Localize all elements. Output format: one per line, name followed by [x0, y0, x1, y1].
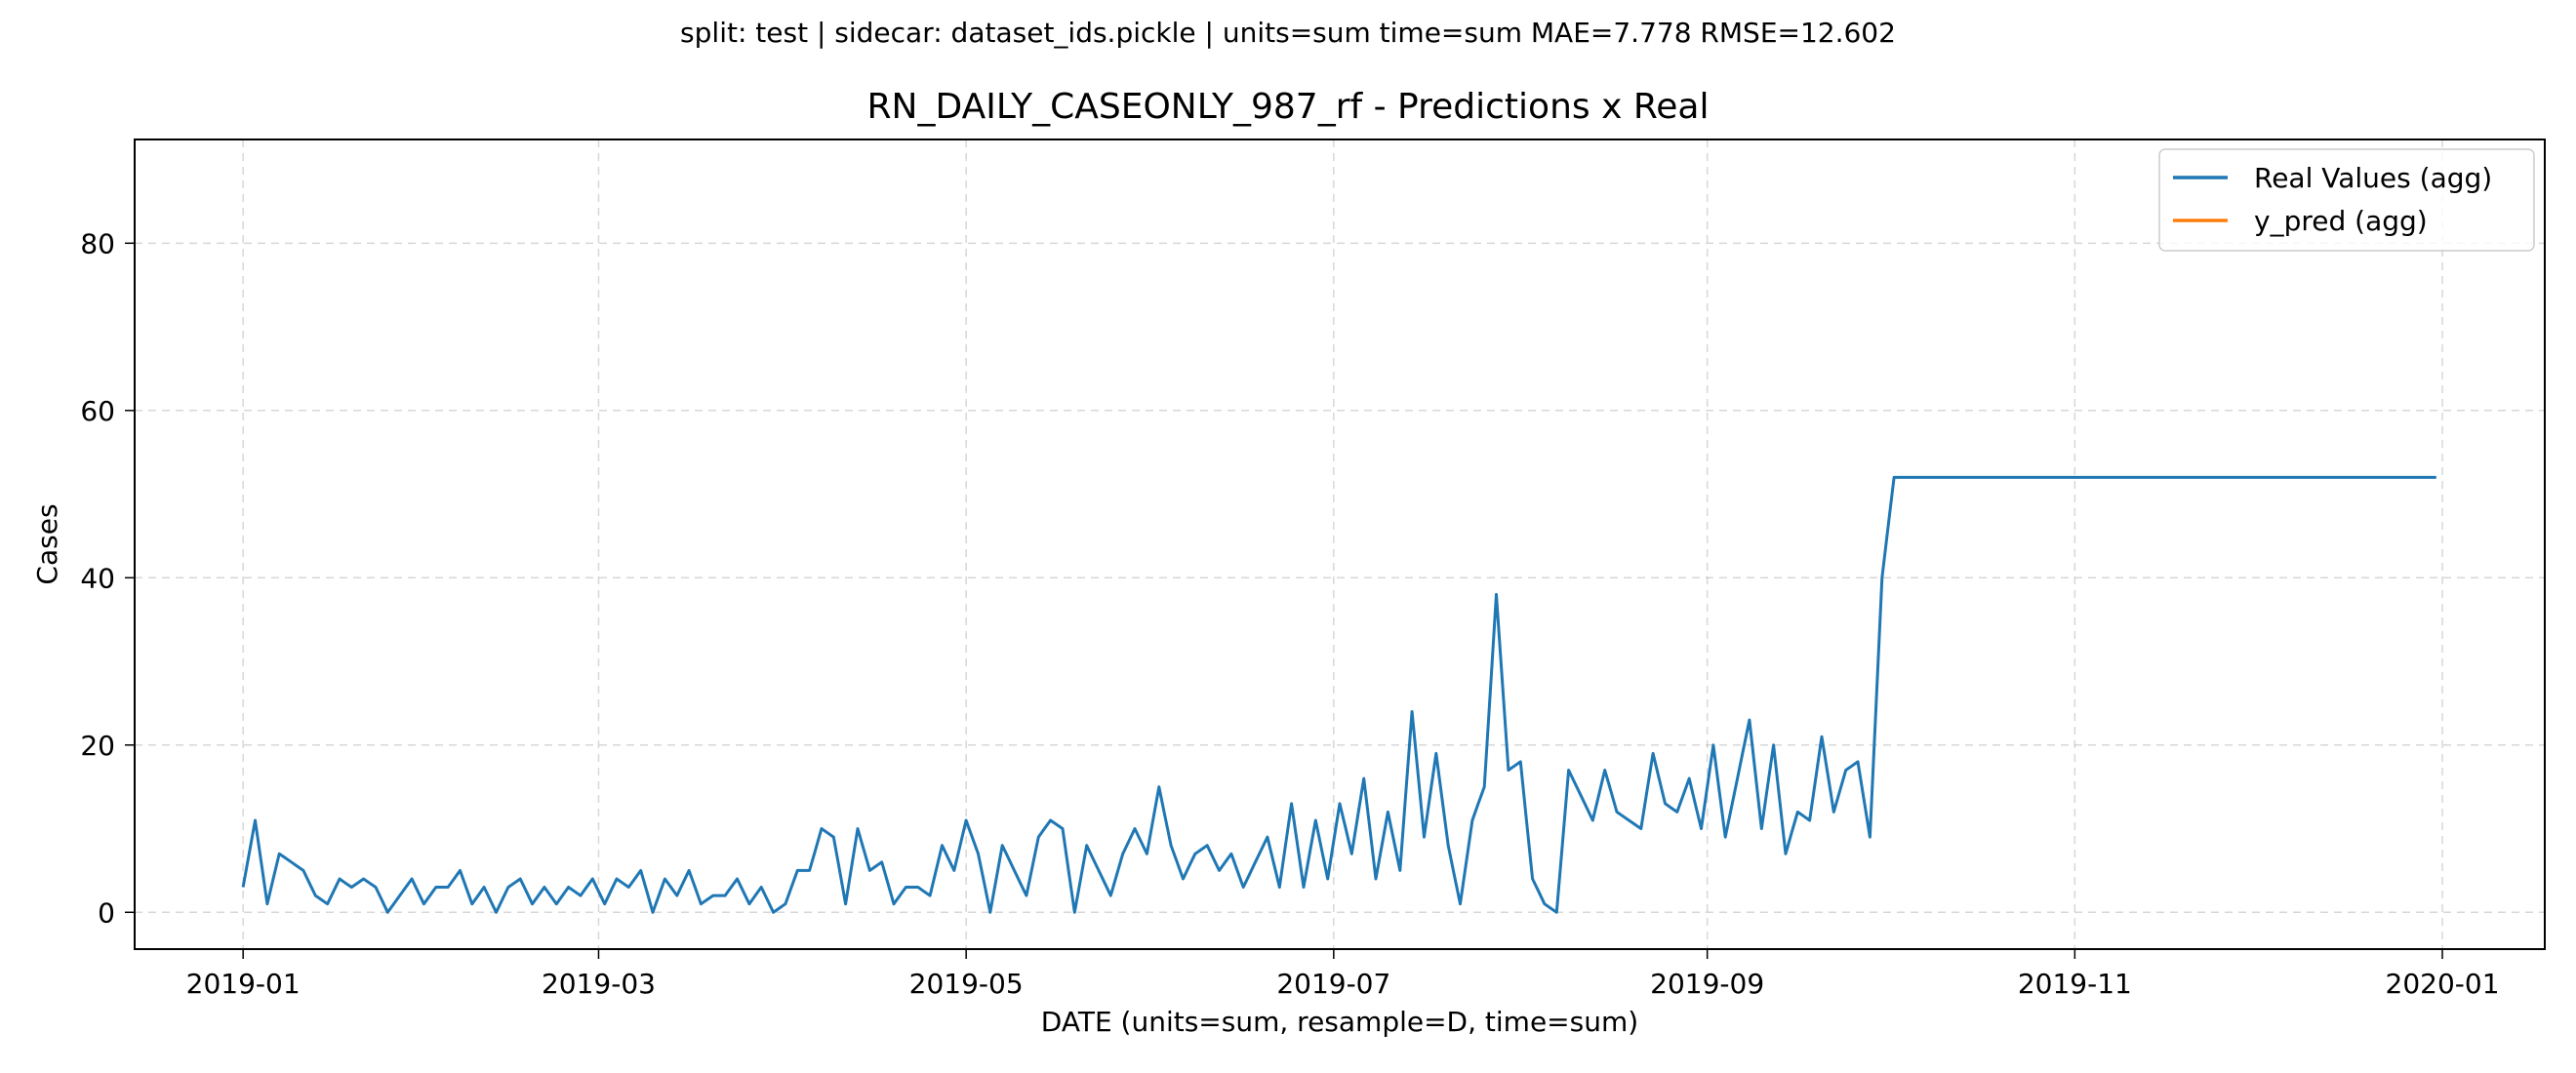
grid [135, 139, 2545, 949]
x-tick-label: 2019-11 [2018, 968, 2132, 1000]
x-axis: 2019-01 2019-03 2019-05 2019-07 2019-09 2019-… [186, 949, 2500, 1000]
series-line-0 [241, 475, 2436, 914]
x-tick-label: 2019-01 [186, 968, 301, 1000]
x-tick-label: 2019-07 [1276, 968, 1390, 1000]
x-tick-label: 2019-05 [909, 968, 1024, 1000]
legend-label-real: Real Values (agg) [2254, 162, 2492, 194]
chart-suptitle: split: test | sidecar: dataset_ids.pickl… [680, 17, 1896, 49]
y-axis-label: Cases [31, 503, 63, 584]
x-tick-label: 2019-09 [1650, 968, 1764, 1000]
x-tick-label: 2020-01 [2386, 968, 2500, 1000]
series-layer [241, 475, 2436, 914]
x-axis-label: DATE (units=sum, resample=D, time=sum) [1041, 1006, 1638, 1038]
y-axis: 0 20 40 60 80 [80, 227, 135, 929]
legend: Real Values (agg) y_pred (agg) [2158, 148, 2535, 252]
y-tick-label: 40 [80, 562, 115, 594]
y-tick-label: 20 [80, 730, 115, 762]
x-tick-label: 2019-03 [542, 968, 656, 1000]
plot-frame [134, 139, 2546, 950]
legend-label-pred: y_pred (agg) [2254, 205, 2428, 237]
y-tick-label: 0 [98, 896, 115, 929]
chart-title: RN_DAILY_CASEONLY_987_rf - Predictions x… [867, 87, 1710, 127]
y-tick-label: 80 [80, 227, 115, 259]
legend-box [2158, 148, 2535, 252]
y-tick-label: 60 [80, 395, 115, 427]
